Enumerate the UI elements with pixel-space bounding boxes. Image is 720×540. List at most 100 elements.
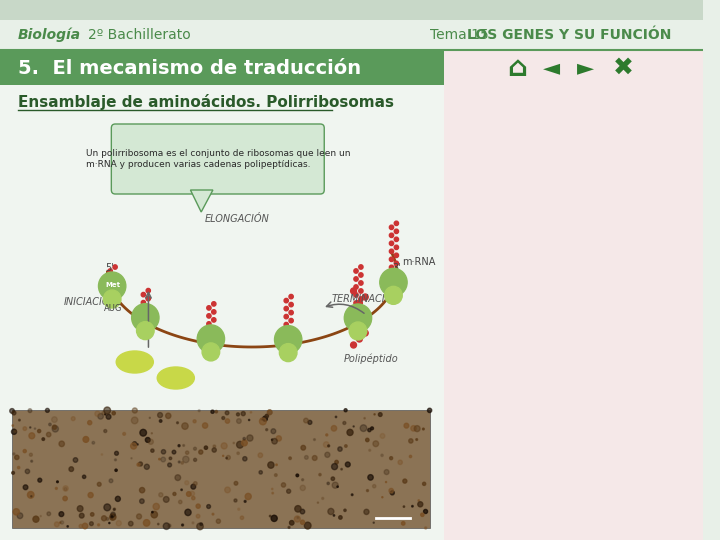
Circle shape (102, 454, 103, 455)
Circle shape (104, 504, 111, 511)
Circle shape (221, 443, 227, 449)
Circle shape (395, 237, 399, 241)
Circle shape (349, 322, 366, 340)
Circle shape (97, 482, 101, 486)
Circle shape (416, 438, 418, 441)
Circle shape (216, 519, 220, 523)
Circle shape (390, 491, 395, 495)
Circle shape (243, 457, 247, 461)
Circle shape (131, 458, 132, 459)
Circle shape (71, 417, 75, 421)
Circle shape (131, 417, 138, 424)
Circle shape (109, 514, 116, 520)
Circle shape (234, 499, 237, 502)
Circle shape (99, 272, 126, 300)
Circle shape (194, 447, 197, 450)
Circle shape (59, 512, 64, 517)
Circle shape (247, 435, 253, 441)
Circle shape (258, 453, 263, 457)
Circle shape (91, 512, 94, 516)
Circle shape (132, 303, 159, 332)
Circle shape (169, 457, 171, 460)
Circle shape (373, 522, 374, 523)
Bar (0, 85, 444, 540)
Circle shape (346, 462, 350, 467)
Text: ⌂: ⌂ (508, 54, 528, 82)
Circle shape (158, 523, 159, 525)
Circle shape (111, 518, 113, 520)
Circle shape (222, 416, 225, 420)
Circle shape (335, 460, 338, 464)
Circle shape (269, 515, 271, 517)
Circle shape (98, 414, 104, 419)
Circle shape (42, 438, 45, 441)
Text: Biología: Biología (17, 28, 81, 42)
Circle shape (23, 485, 28, 490)
Circle shape (161, 457, 166, 462)
Circle shape (294, 516, 300, 522)
Circle shape (163, 496, 169, 502)
Circle shape (82, 523, 88, 529)
Circle shape (14, 430, 17, 433)
Circle shape (395, 245, 399, 249)
Circle shape (212, 310, 216, 314)
Circle shape (402, 522, 405, 525)
Text: 5.  El mecanismo de traducción: 5. El mecanismo de traducción (17, 58, 361, 78)
Circle shape (226, 457, 228, 459)
Circle shape (141, 300, 145, 305)
Circle shape (59, 441, 64, 447)
Circle shape (151, 511, 158, 518)
Circle shape (238, 508, 240, 510)
Circle shape (233, 442, 235, 444)
Circle shape (382, 497, 383, 498)
Circle shape (403, 506, 405, 507)
Circle shape (368, 475, 373, 480)
Circle shape (13, 453, 15, 455)
Circle shape (212, 302, 216, 306)
Circle shape (336, 416, 337, 417)
Circle shape (372, 484, 376, 488)
Text: INICIACIÓN: INICIACIÓN (63, 297, 117, 307)
Circle shape (414, 426, 420, 431)
Circle shape (113, 509, 115, 510)
Circle shape (366, 438, 369, 442)
Circle shape (130, 443, 137, 449)
Circle shape (115, 469, 117, 471)
Circle shape (137, 322, 154, 340)
Circle shape (395, 261, 399, 266)
Bar (0, 20, 703, 50)
Circle shape (158, 458, 160, 460)
Circle shape (172, 450, 176, 454)
Circle shape (222, 455, 224, 456)
Circle shape (302, 479, 304, 481)
Circle shape (179, 461, 180, 463)
Circle shape (284, 322, 289, 327)
Circle shape (132, 442, 137, 446)
Text: ELONGACIÓN: ELONGACIÓN (205, 214, 270, 224)
Circle shape (137, 444, 138, 445)
Circle shape (83, 436, 89, 442)
Circle shape (17, 513, 23, 518)
Circle shape (69, 467, 73, 471)
Circle shape (106, 414, 111, 419)
Circle shape (79, 513, 84, 518)
Circle shape (390, 225, 394, 229)
Circle shape (411, 426, 416, 431)
Circle shape (384, 470, 389, 475)
Circle shape (338, 447, 342, 451)
Circle shape (14, 455, 19, 460)
Ellipse shape (157, 367, 194, 389)
Circle shape (366, 490, 369, 491)
Circle shape (109, 479, 113, 483)
Circle shape (111, 516, 113, 518)
Circle shape (141, 293, 145, 297)
Circle shape (52, 426, 58, 432)
Circle shape (197, 523, 203, 530)
Circle shape (25, 469, 30, 474)
Circle shape (359, 281, 363, 285)
Circle shape (319, 474, 321, 476)
Circle shape (113, 265, 117, 269)
Circle shape (343, 421, 346, 424)
Circle shape (77, 505, 83, 511)
Circle shape (356, 336, 362, 342)
